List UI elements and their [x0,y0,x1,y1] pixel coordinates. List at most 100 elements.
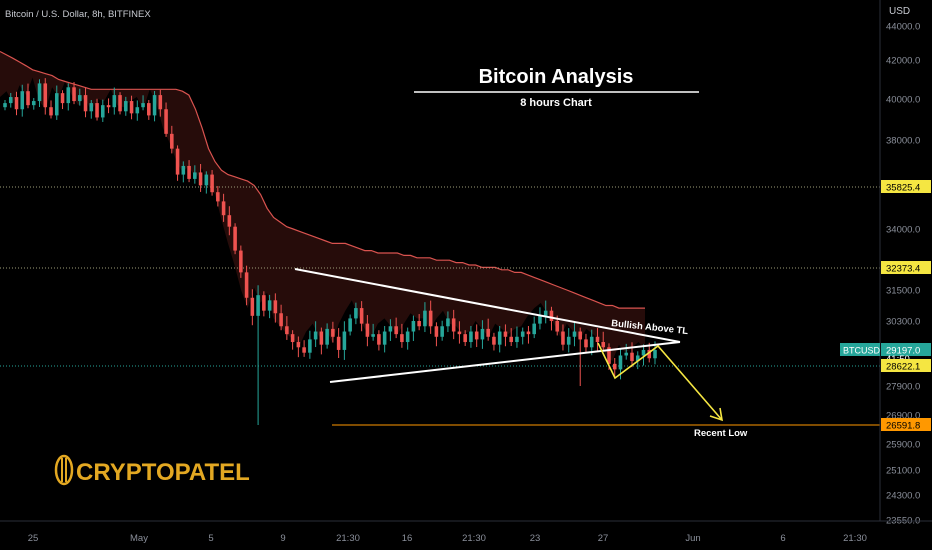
candle-body [405,331,410,343]
time-tick-label: 21:30 [843,533,867,544]
upper-trendline[interactable] [294,268,681,343]
candle-body [141,103,145,108]
candle-body [492,336,496,345]
candle-body [296,342,301,348]
price-tick-label: 24300.0 [886,491,920,502]
candle-body [348,318,352,332]
candle-body [204,174,209,186]
cloud-fill [0,51,645,361]
cloud-upper-line [0,50,645,309]
candle-body [89,103,94,112]
symbol-price-badge: BTCUSD [843,346,881,356]
candle-body [601,342,606,348]
candle-body [8,97,13,104]
candle-body [250,297,255,316]
candle-body [112,95,117,108]
price-label-bg [881,418,931,431]
candle-body [630,352,634,362]
price-label-bg [881,180,931,193]
lower-trendline[interactable] [329,341,681,383]
candle-body [198,172,203,186]
time-tick-label: 16 [402,533,413,544]
price-axis[interactable]: USD 44000.0 42000.0 40000.0 38000.0 34000.0 3… [840,0,932,527]
candle-body [486,328,490,337]
time-tick-label: 21:30 [462,533,486,544]
price-tick-label: 34000.0 [886,225,920,236]
ichimoku-cloud [0,50,645,361]
price-label: 35825.4 [886,183,920,194]
price-tick-label: 31500.0 [886,286,920,297]
candle-body [578,331,583,340]
candle-body [227,215,232,227]
time-tick-label: 25 [28,533,39,544]
candle-body [285,326,289,335]
candle-body [37,83,42,102]
candle-body [336,336,341,350]
candle-body [101,105,105,118]
candle-body [262,295,266,311]
time-tick-label: 9 [280,533,285,544]
price-tick-label: 26900.0 [886,411,920,422]
candle-body [624,352,629,356]
candle-body [463,334,467,343]
time-tick-label: 6 [780,533,785,544]
candle-body [279,313,283,327]
candle-body [26,91,30,106]
candle-body [515,336,519,343]
candle-body [589,336,594,348]
candle-body [641,349,646,356]
candle-body [78,95,82,102]
candle-body [3,103,7,108]
projection-arrowhead [709,407,724,422]
horizontal-levels [0,186,880,426]
candle-body [129,101,134,114]
time-tick-label: 27 [598,533,609,544]
price-tick-label: 27900.0 [886,382,920,393]
candle-body [118,95,122,112]
candle-body [469,331,473,343]
candle-body [417,321,421,327]
price-label: 26591.8 [886,421,920,432]
logo-text: CRYPTOPATEL [76,459,250,486]
candle-body [302,347,306,353]
candle-body [566,336,571,345]
time-axis[interactable]: 25 May 5 9 21:30 16 21:30 23 27 Jun 6 21:30 [0,520,932,550]
candle-body [612,363,617,370]
candle-body [319,331,324,345]
price-tick-label: 42000.0 [886,56,920,67]
currency-label: USD [889,6,910,17]
price-tick-label: 25900.0 [886,440,920,451]
projection-path[interactable] [597,342,723,421]
candle-body [434,326,439,337]
candle-body [244,272,249,298]
candle-body [451,318,456,332]
time-tick-label: Jun [685,533,700,544]
candle-body [365,323,370,337]
candle-body [325,328,329,345]
time-tick-label: 21:30 [336,533,360,544]
candle-body [135,107,140,114]
candle-body [607,347,611,364]
price-tick-label: 38000.0 [886,136,920,147]
candle-body [170,133,174,149]
candle-body [313,331,318,340]
symbol-price-badge-bg [840,343,880,356]
time-tick-label: May [130,533,148,544]
candle-body [549,310,554,321]
candle-body [595,336,600,343]
candle-body [354,308,358,319]
candle-body [342,331,347,350]
candle-body [60,93,65,104]
candle-body [497,331,502,345]
candle-body [572,331,577,337]
candlesticks [3,78,657,425]
symbol-title: Bitcoin / U.S. Dollar, 8h, BITFINEX [5,9,151,20]
price-label: 29197.0 [886,346,920,357]
candle-body [520,331,525,337]
candle-body [411,321,416,332]
candle-body [66,87,71,104]
candle-body [124,101,128,112]
time-tick-label: 23 [530,533,541,544]
candle-body [474,331,479,340]
